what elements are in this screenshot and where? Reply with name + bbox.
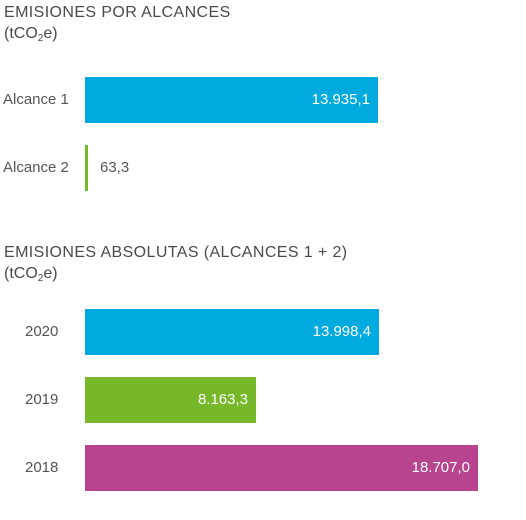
category-label: 2020 — [25, 323, 59, 340]
chart-2-title: EMISIONES ABSOLUTAS (ALCANCES 1 + 2) — [4, 244, 348, 261]
bar-alcance-1 — [85, 77, 378, 123]
category-label: Alcance 2 — [3, 159, 69, 176]
bar-alcance-2 — [85, 145, 88, 191]
bar-2019 — [85, 377, 256, 423]
bar-2018 — [85, 445, 478, 491]
chart-1-title: EMISIONES POR ALCANCES — [4, 4, 231, 21]
value-label: 18.707,0 — [411, 459, 470, 476]
value-label: 8.163,3 — [197, 391, 248, 408]
category-label: 2019 — [25, 391, 59, 408]
chart-1-unit: (tCO2e) — [4, 25, 58, 44]
bar-2020 — [85, 309, 379, 355]
category-label: Alcance 1 — [3, 91, 69, 108]
category-label: 2018 — [25, 459, 59, 476]
chart-2-unit: (tCO2e) — [4, 265, 58, 284]
value-label: 13.998,4 — [312, 323, 371, 340]
value-label: 63,3 — [100, 159, 130, 176]
value-label: 13.935,1 — [311, 91, 370, 108]
